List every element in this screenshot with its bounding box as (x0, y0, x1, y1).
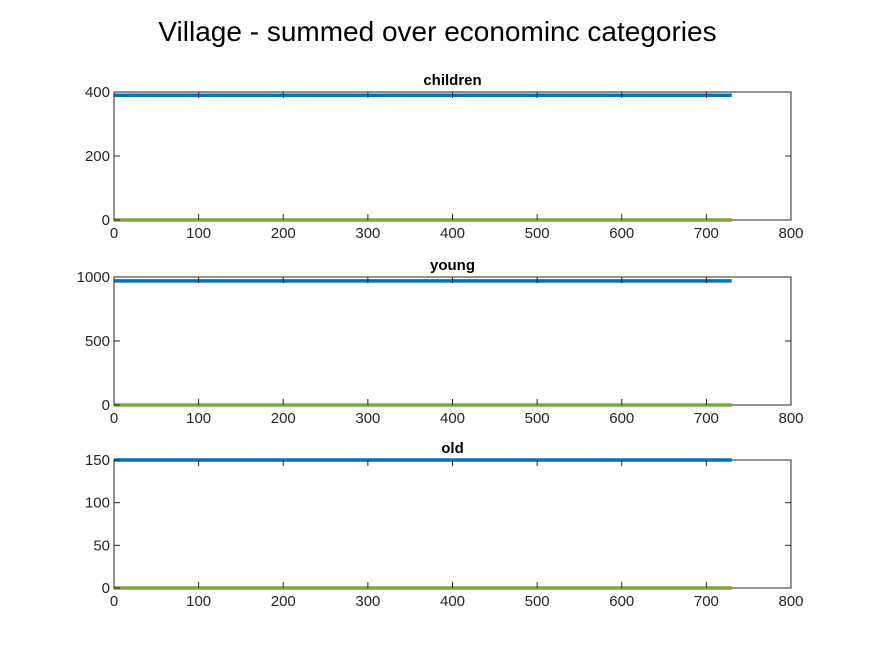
x-tick-label: 800 (778, 410, 803, 427)
subplot-title: young (430, 257, 475, 274)
y-tick-label: 500 (85, 333, 110, 350)
x-tick-label: 700 (694, 410, 719, 427)
x-tick-label: 500 (525, 410, 550, 427)
subplot-title: children (423, 72, 481, 89)
x-tick-label: 400 (440, 593, 465, 610)
x-tick-label: 100 (186, 225, 211, 242)
y-tick-label: 0 (102, 212, 110, 229)
subplot-children: 0 100 200 300 400 500 600 700 800 0 200 400 children (85, 72, 804, 242)
x-tick-label: 200 (271, 225, 296, 242)
x-tick-label: 300 (355, 593, 380, 610)
x-tick-label: 700 (694, 225, 719, 242)
plot-area-children (113, 91, 792, 221)
y-tick-label: 150 (85, 452, 110, 469)
x-tick-label: 700 (694, 593, 719, 610)
subplot-young: 0 100 200 300 400 500 600 700 800 0 500 1000 young (77, 257, 804, 427)
x-tick-label: 600 (609, 410, 634, 427)
y-tick-label: 200 (85, 148, 110, 165)
subplot-old: 0 100 200 300 400 500 600 700 800 0 50 100 150 old (85, 440, 804, 610)
y-tick-label: 1000 (77, 269, 110, 286)
x-tick-label: 600 (609, 593, 634, 610)
y-tick-label: 0 (102, 397, 110, 414)
subplot-title: old (441, 440, 464, 457)
x-tick-label: 500 (525, 593, 550, 610)
plot-area-young (113, 276, 792, 406)
x-tick-label: 0 (110, 225, 118, 242)
x-tick-label: 200 (271, 410, 296, 427)
x-tick-label: 0 (110, 410, 118, 427)
x-tick-label: 200 (271, 593, 296, 610)
figure-title: Village - summed over econominc categori… (158, 16, 717, 47)
x-tick-label: 800 (778, 225, 803, 242)
x-tick-label: 400 (440, 225, 465, 242)
x-tick-label: 600 (609, 225, 634, 242)
x-tick-label: 800 (778, 593, 803, 610)
y-tick-label: 50 (93, 537, 110, 554)
x-tick-label: 100 (186, 593, 211, 610)
x-tick-label: 300 (355, 225, 380, 242)
y-tick-label: 100 (85, 495, 110, 512)
y-tick-label: 400 (85, 84, 110, 101)
x-tick-label: 400 (440, 410, 465, 427)
plot-area-old (113, 459, 792, 589)
x-tick-label: 100 (186, 410, 211, 427)
x-tick-label: 0 (110, 593, 118, 610)
y-tick-label: 0 (102, 580, 110, 597)
x-tick-label: 300 (355, 410, 380, 427)
x-tick-label: 500 (525, 225, 550, 242)
